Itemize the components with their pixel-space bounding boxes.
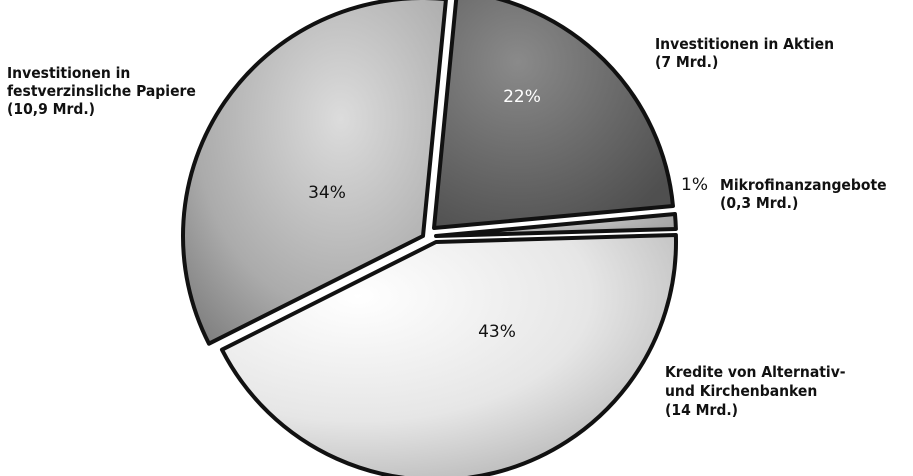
slice-category-label: Kredite von Alternativ- bbox=[665, 363, 846, 381]
slice-percent-label: 1% bbox=[681, 175, 708, 195]
slice-category-label: (14 Mrd.) bbox=[665, 401, 738, 419]
slice-category-label: (7 Mrd.) bbox=[655, 53, 718, 71]
slice-category-label: (0,3 Mrd.) bbox=[720, 194, 798, 212]
pie-slice bbox=[181, 0, 448, 346]
slice-category-label: (10,9 Mrd.) bbox=[7, 100, 95, 118]
slice-category-label: Investitionen in bbox=[7, 64, 130, 82]
slice-category-label: festverzinsliche Papiere bbox=[7, 82, 196, 100]
slice-percent-label: 34% bbox=[308, 183, 346, 203]
slice-category-label: Mikrofinanzangebote bbox=[720, 176, 887, 194]
pie-slice bbox=[432, 0, 675, 230]
pie-slice bbox=[434, 212, 678, 238]
slice-category-label: und Kirchenbanken bbox=[665, 382, 817, 400]
slice-category-label: Investitionen in Aktien bbox=[655, 35, 834, 53]
slice-percent-label: 43% bbox=[478, 322, 516, 342]
slice-percent-label: 22% bbox=[503, 87, 541, 107]
pie-slice bbox=[219, 232, 678, 476]
